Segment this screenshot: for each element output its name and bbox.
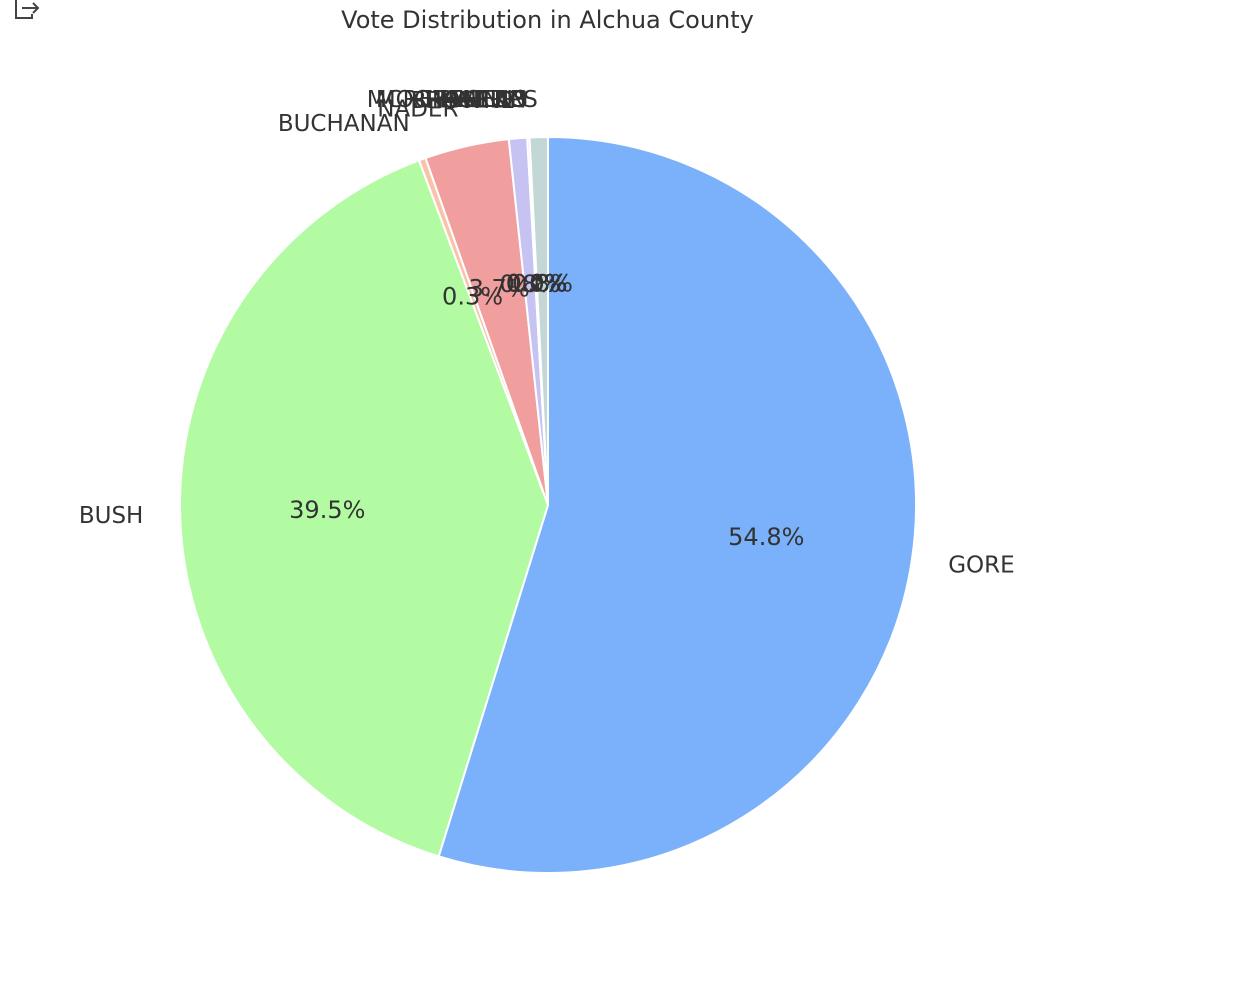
slice-pct-mcreynolds: 0.0% bbox=[506, 269, 567, 297]
slice-label-gore: GORE bbox=[948, 552, 1014, 578]
slice-label-phillips: PHILLIPS bbox=[439, 87, 538, 113]
slice-pct-gore: 54.8% bbox=[728, 523, 804, 551]
pie-slice-gore bbox=[437, 135, 917, 874]
slice-label-buchanan: BUCHANAN bbox=[278, 111, 410, 137]
slice-label-mcreynolds: MCREYNOLDS bbox=[367, 87, 528, 113]
chart-title: Vote Distribution in Alchua County bbox=[341, 6, 754, 34]
slice-pct-hagelin: 0.1% bbox=[506, 270, 567, 298]
export-icon[interactable] bbox=[12, 0, 42, 22]
slice-pct-nader: 3.7% bbox=[469, 275, 530, 303]
slice-label-bush: BUSH bbox=[79, 503, 144, 529]
pie-slice-bush bbox=[179, 159, 550, 858]
slice-pct-bush: 39.5% bbox=[289, 496, 365, 524]
slice-pct-moorehead: 0.0% bbox=[506, 269, 567, 297]
slice-label-harris: HARRIS bbox=[441, 87, 527, 113]
slice-label-moorehead: MOOREHEAD bbox=[376, 87, 528, 113]
slice-label-hagelin: HAGELIN bbox=[425, 87, 527, 113]
pie-slice-phillips bbox=[528, 135, 549, 506]
slice-pct-buchanan: 0.3% bbox=[442, 282, 503, 310]
slice-pct-phillips: 0.8% bbox=[512, 269, 573, 297]
slice-pct-harris: 0.0% bbox=[506, 269, 567, 297]
slice-label-browne: BROWNE bbox=[411, 88, 515, 114]
slice-label-nader: NADER bbox=[377, 97, 458, 123]
slice-pct-browne: 0.8% bbox=[499, 270, 560, 298]
